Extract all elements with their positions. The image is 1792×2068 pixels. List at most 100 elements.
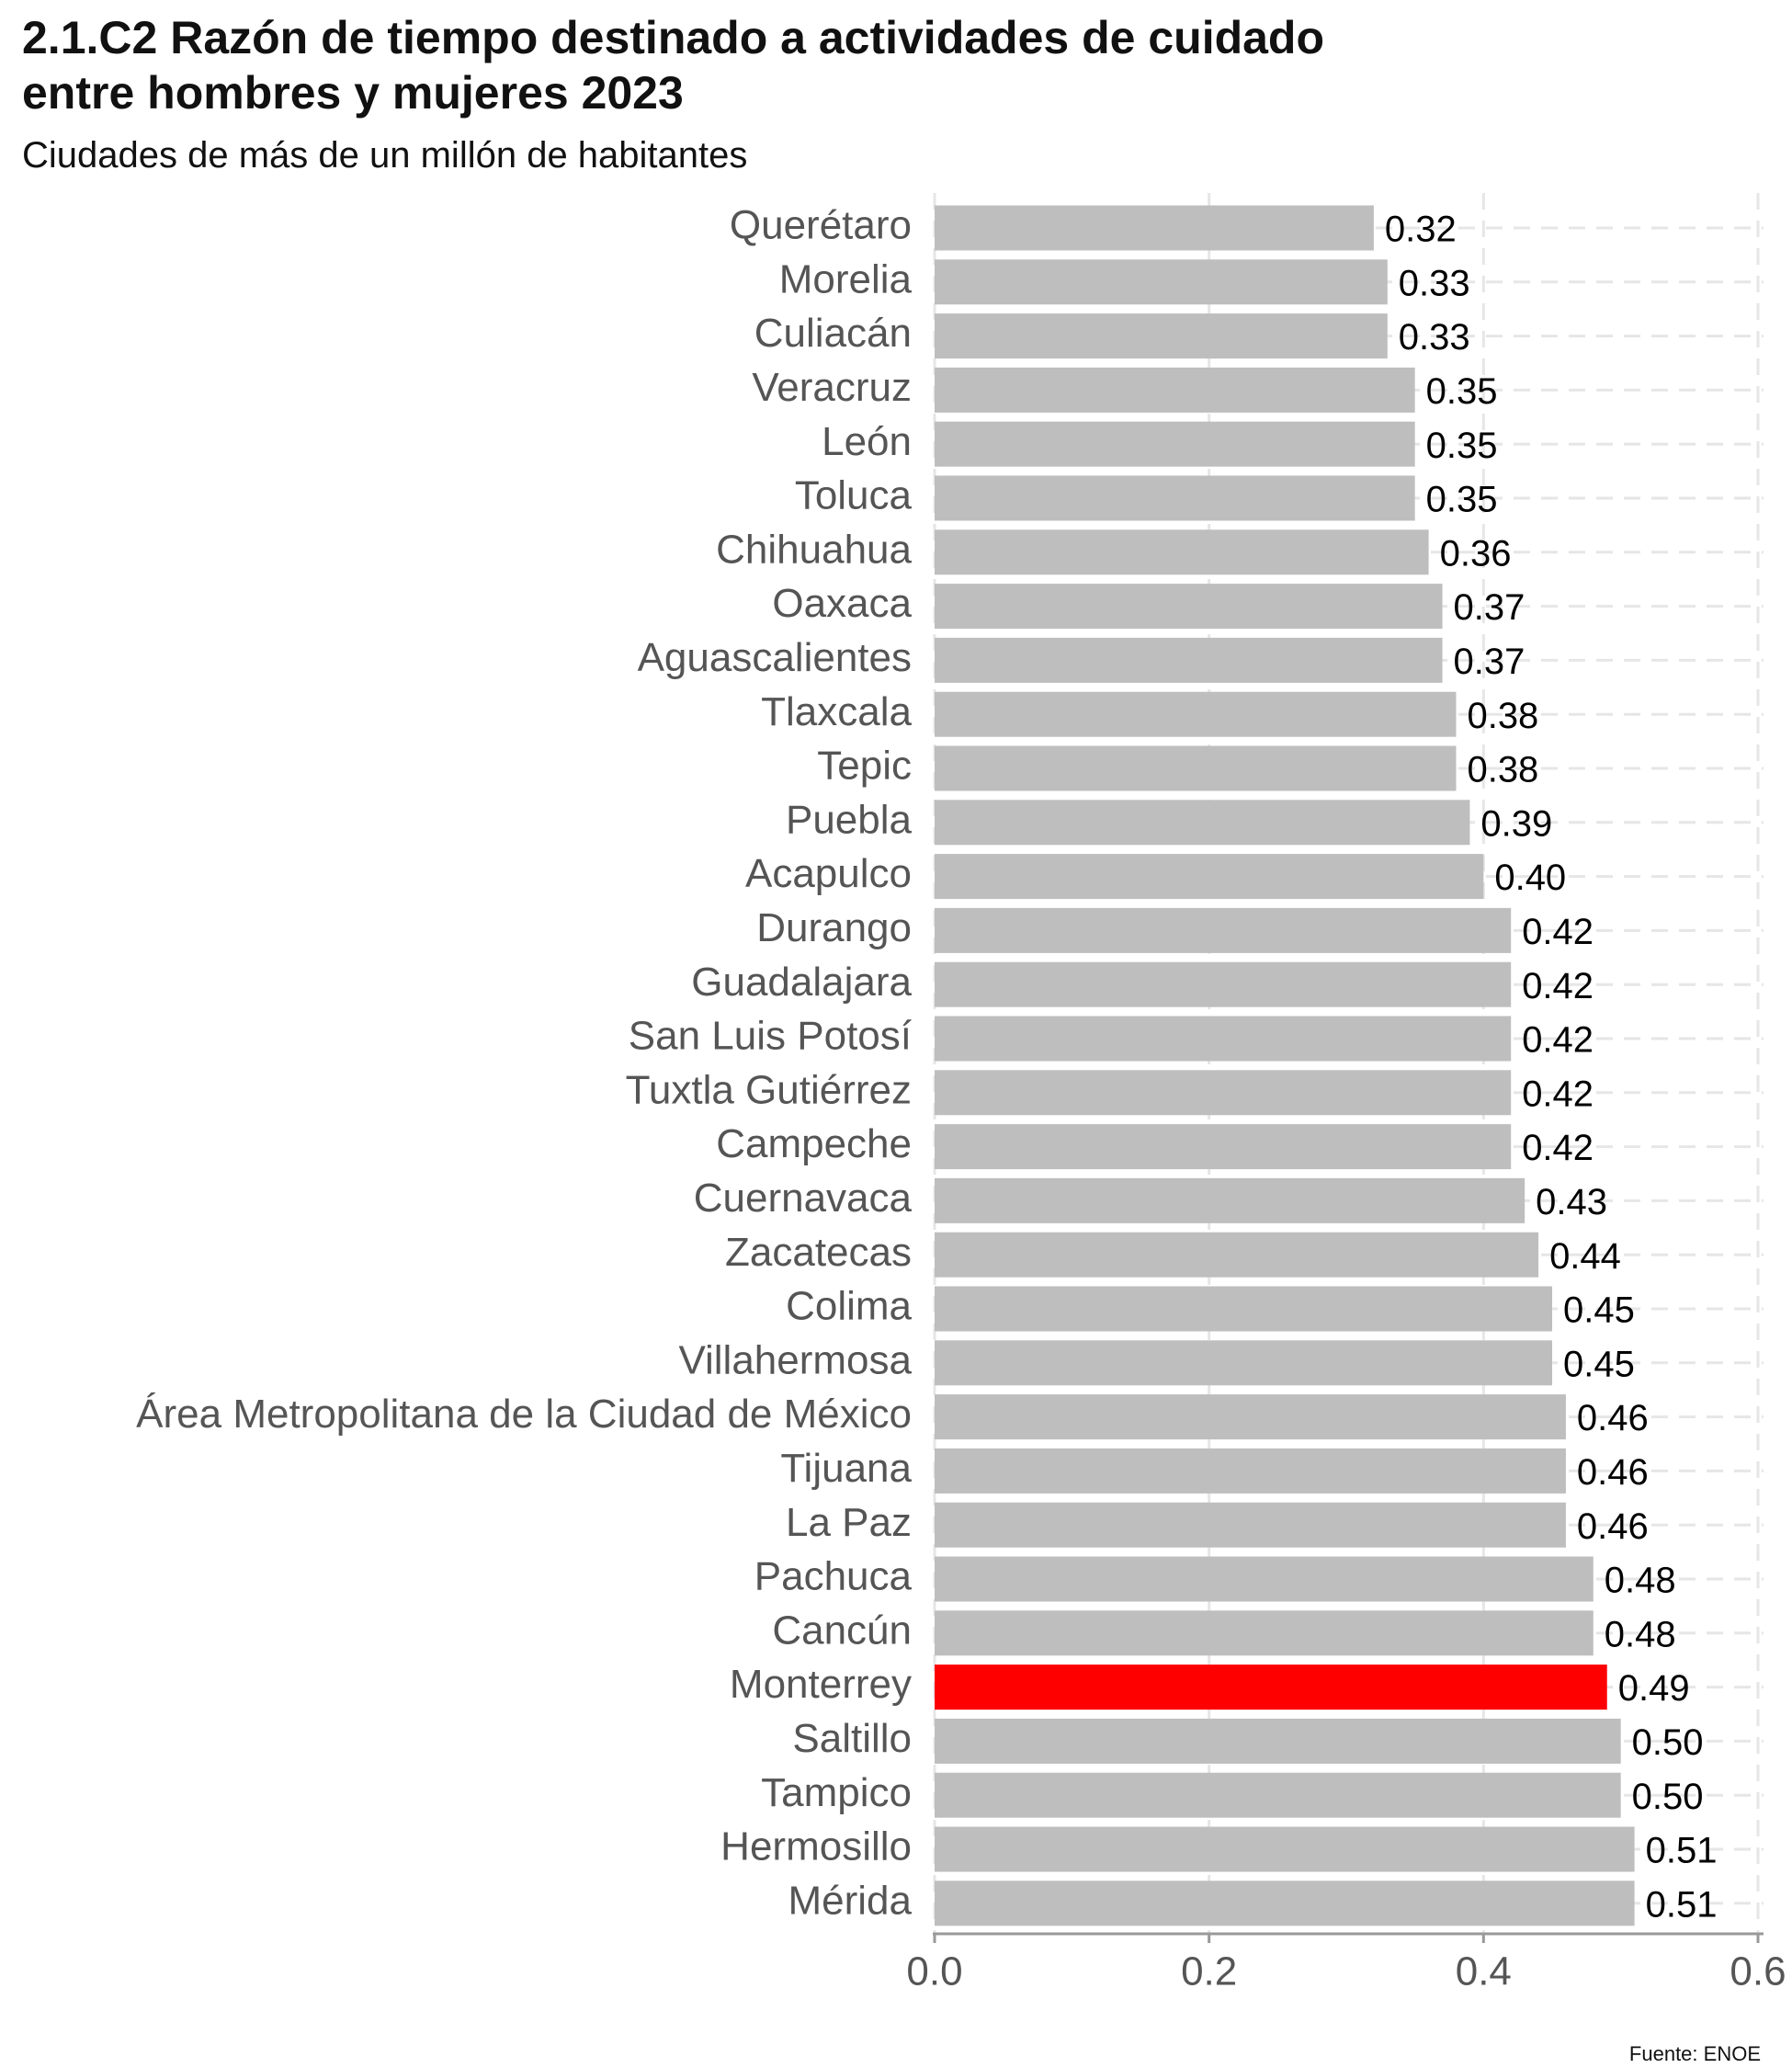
y-tick-label: La Paz	[786, 1500, 912, 1545]
y-tick-label: Zacatecas	[725, 1230, 912, 1275]
y-tick-label: Guadalajara	[691, 960, 912, 1005]
y-tick-label: Veracruz	[752, 365, 912, 410]
value-label: 0.42	[1522, 1128, 1594, 1168]
value-label: 0.45	[1563, 1344, 1635, 1384]
value-label: 0.45	[1563, 1290, 1635, 1331]
value-label: 0.50	[1632, 1722, 1704, 1763]
bar	[935, 637, 1443, 683]
value-label: 0.42	[1522, 912, 1594, 952]
y-tick-label: Acapulco	[745, 851, 912, 896]
bar	[935, 800, 1470, 846]
y-tick-label: Tampico	[761, 1770, 912, 1815]
bar	[935, 1016, 1512, 1062]
bar	[935, 961, 1512, 1007]
y-tick-label: Morelia	[779, 256, 913, 301]
y-tick-label: Área Metropolitana de la Ciudad de Méxic…	[136, 1392, 912, 1437]
bar	[935, 691, 1457, 737]
y-tick-label: León	[822, 419, 912, 464]
value-label: 0.33	[1399, 263, 1470, 303]
value-label: 0.51	[1646, 1831, 1718, 1871]
value-label: 0.32	[1385, 210, 1457, 250]
bar	[935, 1340, 1552, 1386]
chart-subtitle: Ciudades de más de un millón de habitant…	[22, 135, 747, 176]
y-tick-label: Tlaxcala	[761, 689, 912, 734]
value-label: 0.51	[1646, 1884, 1718, 1925]
bar	[935, 907, 1512, 953]
bar	[935, 259, 1388, 305]
bar	[935, 1232, 1539, 1278]
bar	[935, 1772, 1621, 1818]
bar	[935, 313, 1388, 359]
value-label: 0.48	[1605, 1614, 1676, 1654]
bar	[935, 745, 1457, 791]
x-tick-label: 0.0	[906, 1949, 962, 1994]
source-note: Fuente: ENOE	[1629, 2042, 1761, 2065]
bar	[935, 1665, 1607, 1710]
bar	[935, 529, 1429, 575]
bar	[935, 1718, 1621, 1764]
x-tick-label: 0.4	[1456, 1949, 1512, 1994]
value-label: 0.35	[1426, 480, 1498, 520]
value-label: 0.46	[1577, 1506, 1649, 1547]
y-tick-label: Puebla	[786, 797, 913, 842]
value-label: 0.35	[1426, 371, 1498, 412]
value-label: 0.37	[1454, 587, 1525, 628]
x-tick-label: 0.2	[1181, 1949, 1237, 1994]
value-label: 0.38	[1467, 696, 1538, 736]
value-label: 0.43	[1536, 1182, 1607, 1222]
x-tick-label: 0.6	[1730, 1949, 1786, 1994]
y-tick-label: Tuxtla Gutiérrez	[626, 1067, 912, 1112]
value-label: 0.33	[1399, 317, 1470, 358]
value-label: 0.46	[1577, 1398, 1649, 1438]
bar	[935, 1177, 1525, 1223]
chart-title: entre hombres y mujeres 2023	[22, 67, 684, 119]
y-tick-label: Saltillo	[792, 1716, 912, 1761]
y-tick-label: Chihuahua	[716, 527, 912, 572]
y-tick-label: Cancún	[772, 1608, 912, 1653]
value-label: 0.49	[1618, 1668, 1690, 1709]
value-label: 0.35	[1426, 426, 1498, 466]
bar	[935, 1124, 1512, 1170]
y-tick-label: Culiacán	[754, 311, 912, 356]
bar	[935, 1826, 1635, 1872]
y-tick-label: Cuernavaca	[694, 1176, 913, 1221]
y-tick-label: Colima	[786, 1284, 912, 1329]
value-label: 0.38	[1467, 750, 1538, 790]
y-tick-label: Durango	[756, 905, 912, 950]
y-tick-label: Villahermosa	[678, 1337, 912, 1382]
value-label: 0.48	[1605, 1561, 1676, 1601]
y-tick-label: San Luis Potosí	[629, 1014, 913, 1059]
bar	[935, 1610, 1594, 1656]
y-tick-label: Hermosillo	[720, 1824, 912, 1869]
value-label: 0.42	[1522, 1020, 1594, 1061]
bar	[935, 1881, 1635, 1926]
bar	[935, 1394, 1566, 1440]
y-tick-label: Toluca	[795, 473, 913, 518]
y-tick-label: Tepic	[817, 744, 912, 789]
value-label: 0.37	[1454, 642, 1525, 682]
y-tick-label: Mérida	[788, 1878, 913, 1923]
bar	[935, 584, 1443, 630]
y-tick-label: Querétaro	[730, 203, 912, 248]
bar	[935, 1448, 1566, 1494]
y-tick-label: Pachuca	[754, 1554, 913, 1599]
bar	[935, 475, 1415, 521]
value-label: 0.46	[1577, 1452, 1649, 1493]
value-label: 0.44	[1549, 1236, 1621, 1277]
bar	[935, 1070, 1512, 1116]
chart-title: 2.1.C2 Razón de tiempo destinado a activ…	[22, 12, 1324, 63]
y-tick-label: Aguascalientes	[638, 635, 912, 680]
y-tick-label: Oaxaca	[772, 581, 912, 626]
bar	[935, 1502, 1566, 1548]
value-label: 0.50	[1632, 1777, 1704, 1817]
bar	[935, 421, 1415, 467]
value-label: 0.40	[1494, 858, 1566, 898]
bar	[935, 205, 1374, 251]
value-label: 0.42	[1522, 966, 1594, 1006]
y-tick-label: Monterrey	[730, 1662, 912, 1707]
bar	[935, 367, 1415, 413]
value-label: 0.42	[1522, 1074, 1594, 1114]
y-tick-label: Campeche	[716, 1121, 912, 1166]
value-label: 0.36	[1440, 533, 1512, 574]
